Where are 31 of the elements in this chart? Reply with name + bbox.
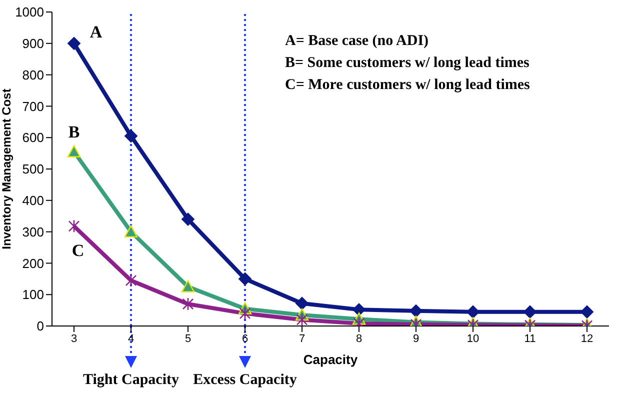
series-label: B [68, 122, 80, 142]
y-tick-label: 1000 [15, 4, 44, 20]
x-tick-label: 12 [580, 332, 594, 345]
x-tick-label: 9 [412, 332, 420, 345]
x-tick-label: 3 [70, 332, 78, 345]
y-tick-label: 500 [22, 162, 44, 177]
y-tick-label: 700 [22, 98, 44, 114]
annotation: B= Some customers w/ long lead times [285, 54, 530, 73]
x-tick-label: 4 [128, 332, 134, 345]
x-tick-label: 10 [466, 332, 480, 345]
x-tick-label: 5 [184, 332, 192, 345]
y-tick-label: 100 [22, 287, 44, 302]
annotation: A= Base case (no ADI) [285, 32, 430, 51]
x-tick-label: 11 [524, 332, 536, 345]
y-axis-title: Inventory Management Cost [0, 88, 14, 250]
ref-line-label: Tight Capacity [83, 372, 180, 388]
x-tick-label: 6 [242, 332, 248, 345]
y-tick-label: 0 [36, 318, 44, 334]
y-tick-label: 200 [22, 256, 44, 271]
y-tick-label: 300 [22, 224, 44, 240]
x-tick-label: 7 [298, 332, 306, 345]
y-tick-label: 600 [22, 130, 44, 146]
x-tick-label: 8 [356, 332, 362, 345]
series-label: C [72, 241, 84, 260]
series-label: A [90, 22, 103, 42]
ref-line-label: Excess Capacity [193, 372, 298, 388]
x-axis-title: Capacity [303, 352, 358, 367]
annotation: C= More customers w/ long lead times [285, 76, 530, 95]
y-tick-label: 400 [22, 193, 44, 208]
y-tick-label: 800 [22, 67, 44, 82]
y-tick-label: 900 [22, 36, 44, 52]
